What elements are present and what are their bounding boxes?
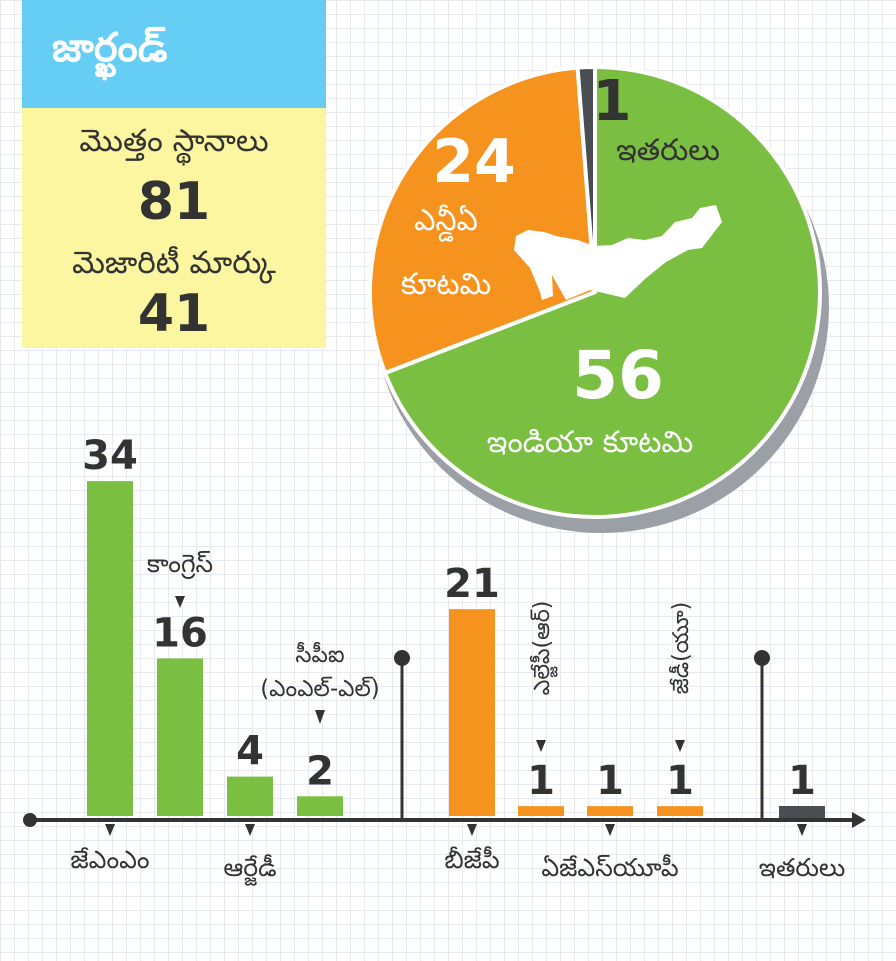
group-divider-dot-1 (394, 650, 410, 666)
bar-value-rjd: 4 (236, 729, 264, 775)
bar-label-ajsu: ఏజేఎస్‌యూపీ (541, 853, 678, 882)
bar-label-bjp: బీజేపీ (444, 845, 499, 874)
bar-others (779, 806, 825, 818)
state-title: జార్ఖండ్ (52, 25, 168, 71)
label-pointer-rjd (245, 824, 255, 836)
pie-slice-nda-alliance (368, 65, 597, 376)
bar-congress (157, 658, 203, 816)
bar-label-jdu: జేడీ(యూ) (668, 602, 694, 695)
majority-mark-value: 41 (137, 284, 211, 344)
bar-cpi-ml-l (297, 796, 343, 816)
seat-info-box: మొత్తం స్థానాలు 81 మెజారిటీ మార్కు 41 (22, 108, 326, 348)
label-pointer-congress (175, 596, 185, 608)
bar-value-bjp: 21 (444, 561, 500, 607)
bar-label-cpi-ml-l: (ఎంఎల్-ఎల్) (260, 676, 380, 702)
bar-label-cpi-ml-l: సీపీఐ (295, 642, 344, 668)
bar-jdu (657, 806, 703, 816)
label-pointer-jmm (105, 824, 115, 836)
bar-value-jmm: 34 (82, 433, 138, 479)
pie-label-india-alliance: ఇండియా కూటమి (487, 425, 693, 460)
pie-slice-others (575, 65, 597, 294)
bar-label-rjd: ఆర్జేడీ (223, 853, 276, 886)
bar-label-others: ఇతరులు (759, 853, 846, 882)
state-map-silhouette (514, 205, 722, 300)
pie-label-nda-alliance: కూటమి (401, 267, 492, 302)
bar-ljp-r (518, 806, 564, 816)
pie-value-others: 1 (593, 69, 632, 134)
bar-value-others: 1 (788, 758, 816, 804)
majority-mark-label: మెజారిటీ మార్కు (72, 245, 276, 281)
bar-label-jmm: జేఎంఎం (70, 845, 149, 874)
pie-label-nda-alliance: ఎన్డీఏ (414, 203, 478, 242)
label-pointer-ljp-r (536, 740, 546, 752)
bar-label-congress: కాంగ్రెస్ (147, 549, 213, 580)
label-pointer-bjp (467, 824, 477, 836)
bar-value-ljp-r: 1 (527, 758, 555, 804)
bar-value-congress: 16 (152, 610, 208, 656)
label-pointer-jdu (675, 740, 685, 752)
pie-value-nda-alliance: 24 (432, 127, 516, 197)
total-seats-value: 81 (137, 172, 211, 232)
bar-value-jdu: 1 (666, 758, 694, 804)
axis-left-end-dot (23, 813, 37, 827)
bar-label-ljp-r: ఎల్జేపీ(ఆర్) (529, 601, 558, 696)
bar-ajsu (587, 806, 633, 816)
bar-jmm (87, 481, 133, 816)
bar-value-cpi-ml-l: 2 (306, 748, 334, 794)
group-divider-dot-2 (754, 650, 770, 666)
total-seats-label: మొత్తం స్థానాలు (79, 123, 269, 159)
bar-rjd (227, 776, 273, 816)
pie-value-india-alliance: 56 (572, 337, 664, 414)
axis-arrow-right (852, 812, 866, 828)
label-pointer-ajsu (605, 824, 615, 836)
bar-value-ajsu: 1 (596, 758, 624, 804)
label-pointer-others (797, 824, 807, 836)
pie-label-others: ఇతరులు (616, 133, 720, 168)
bar-bjp (449, 609, 495, 816)
label-pointer-cpi-ml-l (315, 710, 325, 724)
state-title-box: జార్ఖండ్ (22, 0, 326, 108)
